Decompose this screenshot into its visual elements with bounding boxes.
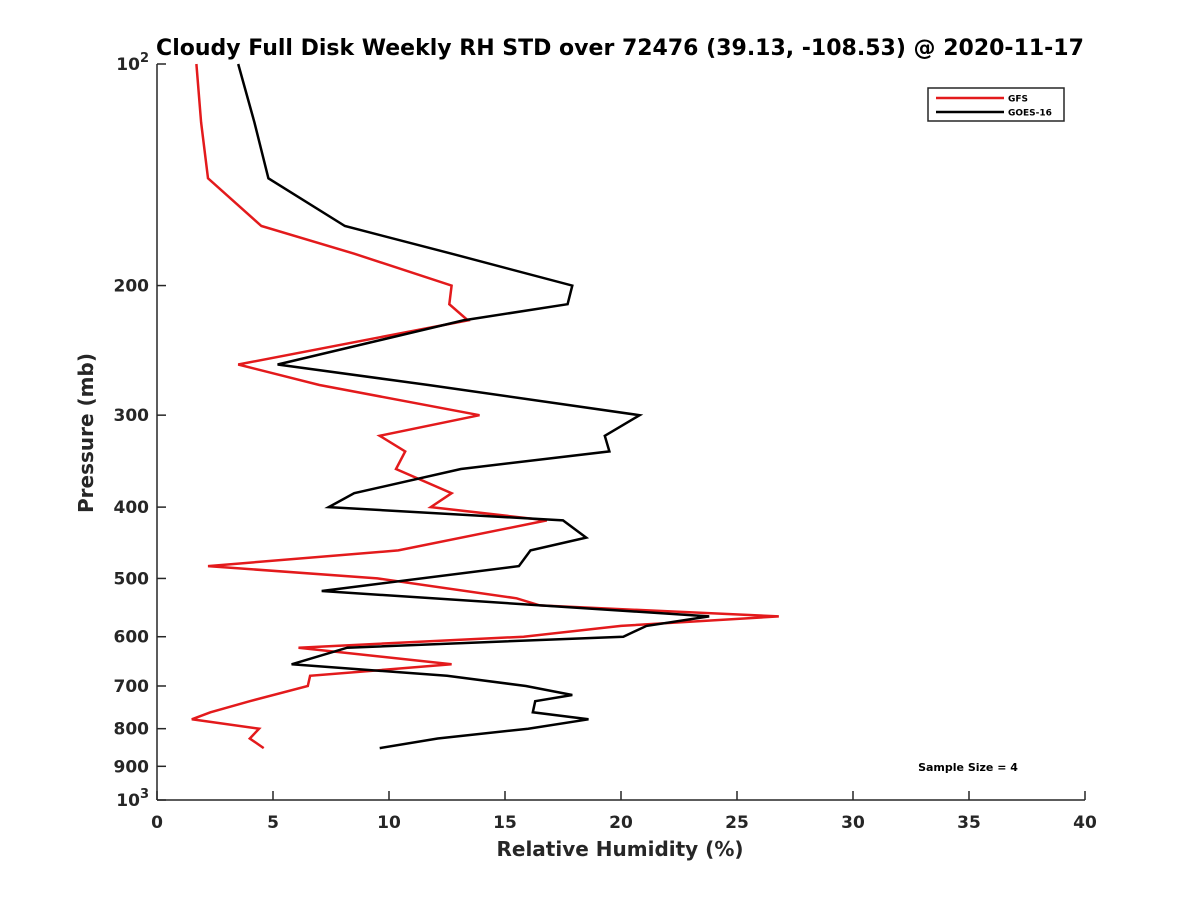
y-tick-label: 200 (114, 277, 150, 297)
x-axis-label: Relative Humidity (%) (496, 837, 743, 861)
legend-label: GOES-16 (1008, 109, 1052, 119)
y-tick-label: 300 (114, 406, 150, 426)
y-tick-label: 500 (114, 569, 150, 589)
plot-area: 0 5 10 15 20 25 30 35 40 102 200 300 400 500 600 700 800… (114, 51, 1097, 833)
x-tick-label: 35 (957, 813, 981, 833)
y-tick-label: 103 (116, 787, 149, 811)
x-tick-label: 5 (267, 813, 279, 833)
x-tick-label: 25 (725, 813, 749, 833)
x-tick-label: 10 (377, 813, 401, 833)
series-line-goes-16 (236, 63, 710, 750)
legend-box (927, 87, 1065, 122)
x-tick-label: 0 (151, 813, 163, 833)
legend-label: GFS (1008, 95, 1028, 105)
y-tick-label: 800 (114, 720, 150, 740)
x-tick-label: 15 (493, 813, 517, 833)
y-axis-label: Pressure (mb) (74, 353, 98, 513)
y-tick-label: 102 (116, 51, 149, 75)
x-tick-label: 20 (609, 813, 633, 833)
sample-size-note: Sample Size = 4 (918, 761, 1018, 774)
legend: GFS GOES-16 (927, 87, 1065, 122)
y-tick-label: 700 (114, 677, 150, 697)
y-tick-label: 900 (114, 757, 150, 777)
y-tick-label: 600 (114, 628, 150, 648)
x-tick-label: 40 (1073, 813, 1097, 833)
y-tick-label: 400 (114, 498, 150, 518)
x-tick-label: 30 (841, 813, 865, 833)
chart-title: Cloudy Full Disk Weekly RH STD over 7247… (156, 36, 1084, 61)
series-line-gfs (191, 63, 779, 750)
